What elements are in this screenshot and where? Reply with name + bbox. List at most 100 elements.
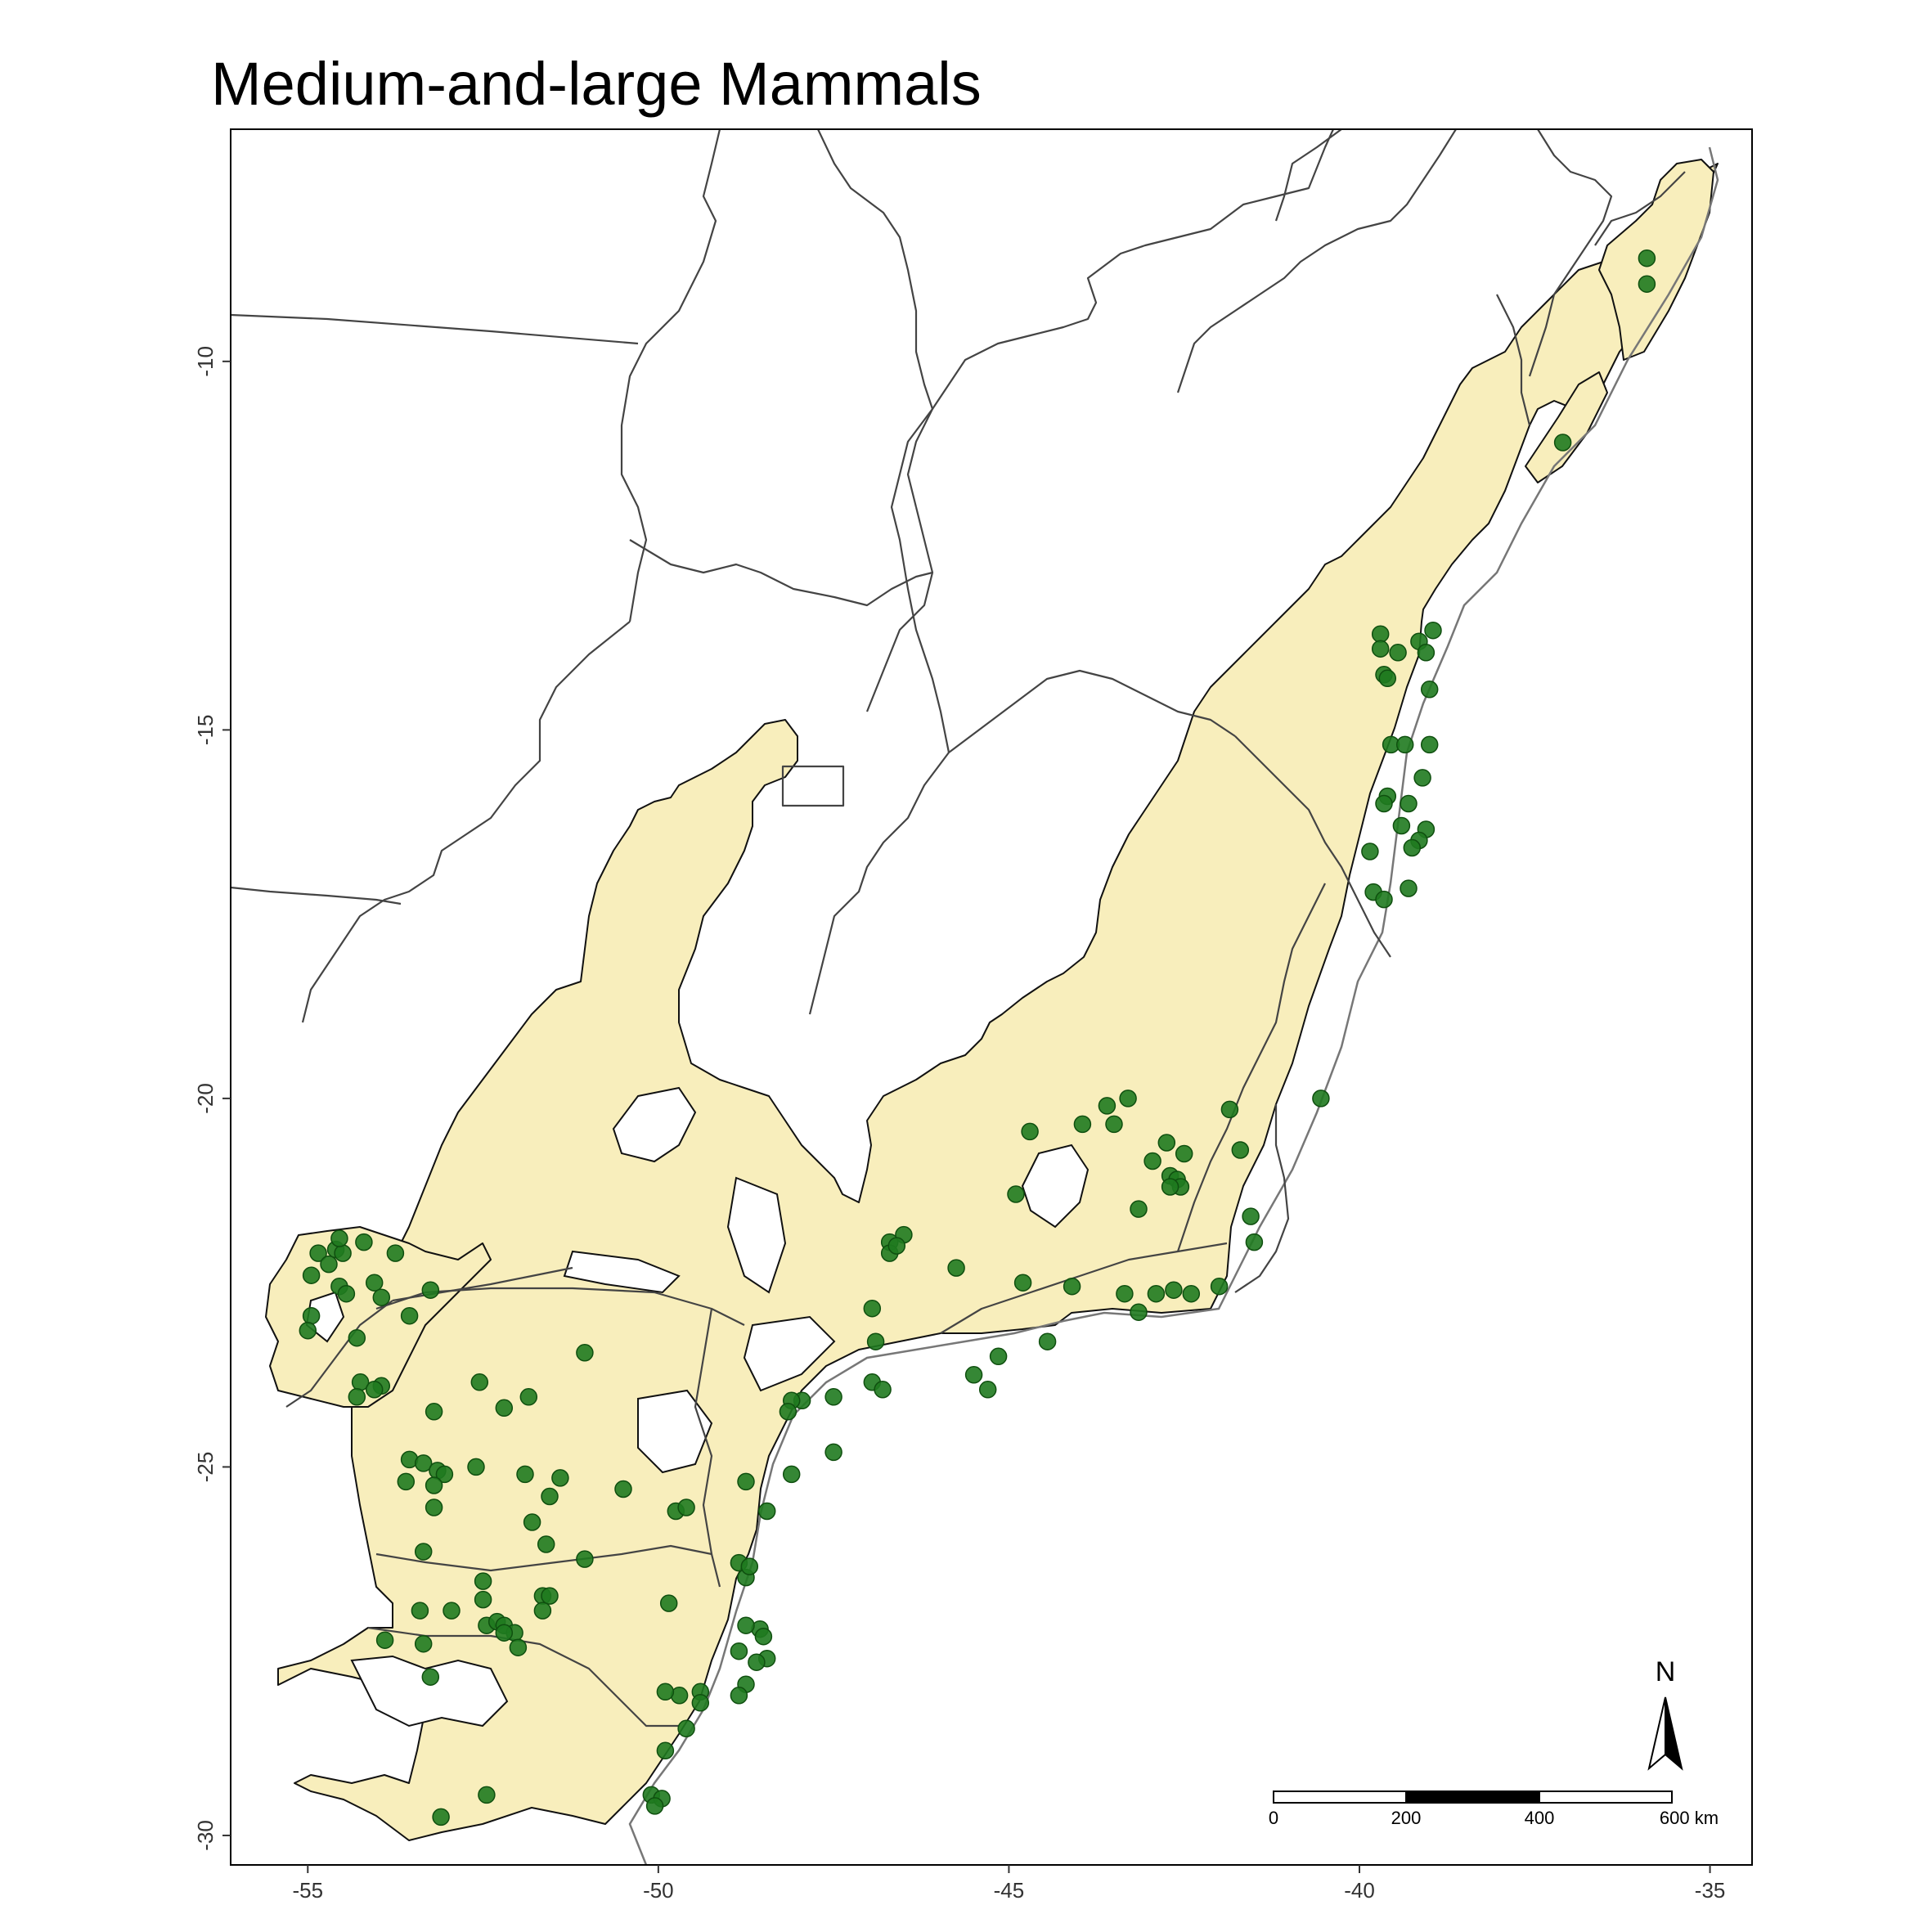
- occurrence-point: [1038, 1332, 1057, 1350]
- y-axis: -10 -15 -20 -25 -30: [193, 346, 231, 1851]
- occurrence-point: [334, 1244, 352, 1262]
- occurrence-point: [541, 1487, 559, 1506]
- state-boundary: [1234, 735, 1391, 958]
- occurrence-point: [576, 1550, 594, 1568]
- y-axis-tick-label: -20: [193, 1083, 218, 1114]
- occurrence-point: [1403, 838, 1422, 857]
- occurrence-point: [1420, 735, 1439, 754]
- occurrence-point: [1119, 1090, 1137, 1108]
- occurrence-point: [337, 1284, 356, 1303]
- occurrence-point: [1098, 1097, 1117, 1115]
- occurrence-point: [1161, 1178, 1179, 1196]
- state-boundary: [1274, 129, 1342, 222]
- occurrence-point: [659, 1594, 678, 1612]
- occurrence-point: [1210, 1277, 1229, 1296]
- occurrence-point: [740, 1557, 759, 1575]
- occurrence-point: [320, 1255, 338, 1274]
- occurrence-point: [1147, 1284, 1166, 1303]
- occurrence-point: [365, 1274, 384, 1292]
- occurrence-point: [1413, 769, 1431, 787]
- non-forest-patch: [350, 1655, 509, 1728]
- occurrence-point: [754, 1627, 773, 1646]
- occurrence-point: [1143, 1152, 1161, 1170]
- occurrence-point: [782, 1465, 801, 1484]
- occurrence-point: [656, 1683, 675, 1701]
- state-boundary: [629, 539, 934, 712]
- x-axis-tick-label: -55: [292, 1878, 323, 1903]
- occurrence-point: [1182, 1284, 1201, 1303]
- occurrence-point: [824, 1443, 842, 1462]
- occurrence-point: [425, 1476, 443, 1494]
- occurrence-point: [421, 1668, 440, 1686]
- state-boundary: [1594, 171, 1686, 246]
- occurrence-point: [989, 1347, 1008, 1366]
- occurrence-point: [1553, 434, 1572, 452]
- occurrence-point: [1361, 842, 1379, 860]
- occurrence-point: [1130, 1303, 1148, 1321]
- state-boundary: [1176, 129, 1457, 393]
- occurrence-point: [414, 1634, 433, 1653]
- occurrence-point: [478, 1786, 496, 1804]
- occurrence-point: [537, 1535, 555, 1553]
- occurrence-point: [863, 1299, 882, 1318]
- occurrence-point: [656, 1741, 675, 1760]
- north-arrow: N: [1647, 1656, 1683, 1771]
- occurrence-point: [348, 1388, 366, 1406]
- scale-bar-segment-1: [1273, 1790, 1407, 1804]
- occurrence-point: [495, 1624, 514, 1642]
- occurrence-point: [397, 1472, 416, 1491]
- scale-label-0: 0: [1269, 1808, 1278, 1828]
- non-forest-patch: [612, 1086, 697, 1163]
- occurrence-point: [1165, 1281, 1183, 1299]
- occurrence-point: [519, 1388, 538, 1406]
- x-axis-tick-label: -40: [1344, 1878, 1375, 1903]
- occurrence-point: [1392, 816, 1411, 835]
- state-boundary: [367, 1626, 679, 1728]
- occurrence-point: [947, 1259, 965, 1277]
- occurrence-point: [824, 1388, 842, 1406]
- y-axis-tick-label: -25: [193, 1452, 218, 1483]
- occurrence-point: [1371, 640, 1390, 658]
- occurrence-point: [533, 1602, 552, 1620]
- state-boundary: [932, 129, 1335, 410]
- occurrence-point: [1371, 625, 1390, 643]
- occurrence-point: [421, 1281, 440, 1299]
- occurrence-point: [737, 1616, 755, 1634]
- occurrence-point: [1395, 735, 1414, 754]
- occurrence-point: [470, 1373, 489, 1391]
- occurrence-point: [425, 1498, 443, 1516]
- occurrence-point: [1375, 794, 1393, 813]
- occurrence-point: [1242, 1207, 1260, 1225]
- occurrence-point: [435, 1465, 454, 1484]
- occurrence-point: [400, 1306, 419, 1325]
- occurrence-point: [551, 1469, 569, 1487]
- occurrence-point: [691, 1694, 710, 1712]
- state-boundary: [914, 506, 934, 573]
- occurrence-point: [372, 1288, 391, 1306]
- occurrence-point: [1157, 1134, 1176, 1152]
- occurrence-point: [576, 1344, 594, 1362]
- x-axis-tick-label: -50: [643, 1878, 674, 1903]
- occurrence-point: [355, 1233, 373, 1251]
- occurrence-point: [1105, 1115, 1123, 1134]
- occurrence-point: [645, 1797, 664, 1815]
- state-boundary: [890, 408, 950, 753]
- forest-northeast-region: [1598, 159, 1714, 361]
- occurrence-point: [414, 1543, 433, 1561]
- non-forest-patch: [743, 1315, 836, 1392]
- occurrence-point: [730, 1687, 748, 1705]
- non-forest-patch: [637, 1389, 713, 1474]
- occurrence-point: [737, 1472, 755, 1491]
- state-boundary: [301, 621, 631, 1023]
- scale-bar-segment-2: [1405, 1790, 1540, 1804]
- occurrence-point: [330, 1229, 348, 1247]
- occurrence-point: [1638, 249, 1656, 267]
- occurrence-point: [474, 1572, 492, 1590]
- occurrence-point: [302, 1306, 321, 1325]
- scale-bar-segment-3: [1539, 1790, 1673, 1804]
- x-axis-tick-label: -45: [994, 1878, 1025, 1903]
- occurrence-point: [1378, 669, 1397, 688]
- occurrence-points: [299, 249, 1656, 1826]
- non-forest-patch: [1021, 1143, 1090, 1229]
